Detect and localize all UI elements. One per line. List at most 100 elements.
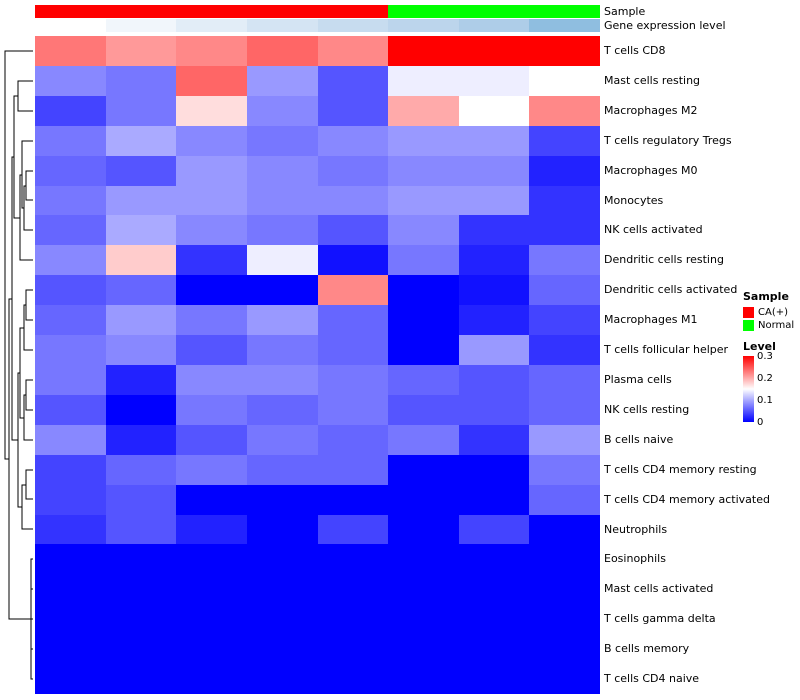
heatmap-cell [176,544,247,574]
heatmap-cell [459,335,530,365]
heatmap-cell [318,215,389,245]
heatmap-cell [388,66,459,96]
heatmap-cell [459,634,530,664]
heatmap-cell [106,544,177,574]
heatmap-cell [35,215,106,245]
legend-sample-items: CA(+)Normal [743,306,800,332]
row-label: T cells CD4 memory resting [604,455,757,485]
heatmap-cell [318,544,389,574]
heatmap-cell [459,455,530,485]
sample-annotation-cell [106,5,177,18]
heatmap-cell [176,245,247,275]
heatmap-cell [176,604,247,634]
heatmap-cell [247,275,318,305]
heatmap-cell [35,634,106,664]
heatmap-cell [459,275,530,305]
heatmap-cell [247,485,318,515]
gene-expression-annotation-cell [35,19,106,32]
heatmap-cell [106,515,177,545]
heatmap-cell [318,425,389,455]
heatmap-cell [318,574,389,604]
heatmap-cell [459,36,530,66]
heatmap-cell [106,634,177,664]
heatmap-cell [176,425,247,455]
heatmap-cell [106,335,177,365]
row-label: Mast cells activated [604,574,713,604]
heatmap-cell [35,395,106,425]
heatmap-cell [318,66,389,96]
heatmap-cell [35,245,106,275]
gene-expression-annotation-cell [176,19,247,32]
level-colorbar [743,356,754,422]
heatmap-cell [318,186,389,216]
heatmap-cell [35,574,106,604]
heatmap-cell [176,574,247,604]
heatmap-cell [106,215,177,245]
heatmap-cell [388,365,459,395]
heatmap-cell [106,245,177,275]
heatmap-cell [388,604,459,634]
heatmap-cell [529,66,600,96]
heatmap-cell [529,604,600,634]
heatmap-cell [247,215,318,245]
heatmap-cell [318,365,389,395]
level-tick-label: 0.2 [757,374,773,384]
heatmap-cell [176,485,247,515]
heatmap-cell [388,36,459,66]
legend-swatch [743,320,754,331]
heatmap-cell [247,574,318,604]
sample-annotation-cell [318,5,389,18]
heatmap-cell [106,186,177,216]
annotation-label-gene-expression: Gene expression level [604,19,726,32]
heatmap-cell [35,186,106,216]
heatmap-cell [35,544,106,574]
heatmap-cell [459,305,530,335]
heatmap-cell [318,515,389,545]
heatmap-cell [106,485,177,515]
heatmap-cell [176,365,247,395]
heatmap-cell [459,395,530,425]
row-label: Neutrophils [604,515,667,545]
row-label: T cells gamma delta [604,604,716,634]
heatmap-cell [529,634,600,664]
heatmap-cell [35,455,106,485]
heatmap-cell [176,335,247,365]
row-label: Dendritic cells activated [604,275,737,305]
row-label: Macrophages M1 [604,305,697,335]
heatmap-cell [106,455,177,485]
heatmap-cell [247,305,318,335]
legend: Sample CA(+)Normal Level 0.30.20.10 [743,290,800,422]
heatmap-cell [388,485,459,515]
heatmap-cell [176,126,247,156]
heatmap-cell [318,634,389,664]
heatmap-cell [459,664,530,694]
annotation-sample-bar [35,5,600,18]
heatmap-cell [529,126,600,156]
heatmap-cell [247,425,318,455]
heatmap-cell [176,215,247,245]
heatmap-cell [529,305,600,335]
heatmap-cell [35,36,106,66]
heatmap-cell [529,275,600,305]
heatmap-cell [176,395,247,425]
row-label: T cells CD4 naive [604,664,699,694]
heatmap-cell [529,664,600,694]
heatmap-cell [176,275,247,305]
heatmap-cell [247,96,318,126]
heatmap-cell [459,485,530,515]
heatmap-cell [35,485,106,515]
heatmap-cell [176,664,247,694]
heatmap-cell [529,425,600,455]
heatmap-cell [388,664,459,694]
heatmap-cell [529,335,600,365]
heatmap-cell [35,66,106,96]
heatmap-cell [318,36,389,66]
heatmap-cell [35,664,106,694]
heatmap-cell [529,186,600,216]
heatmap-cell [35,335,106,365]
heatmap-cell [106,126,177,156]
legend-swatch [743,307,754,318]
legend-sample-title: Sample [743,290,800,303]
heatmap-cell [35,96,106,126]
heatmap-cell [176,66,247,96]
